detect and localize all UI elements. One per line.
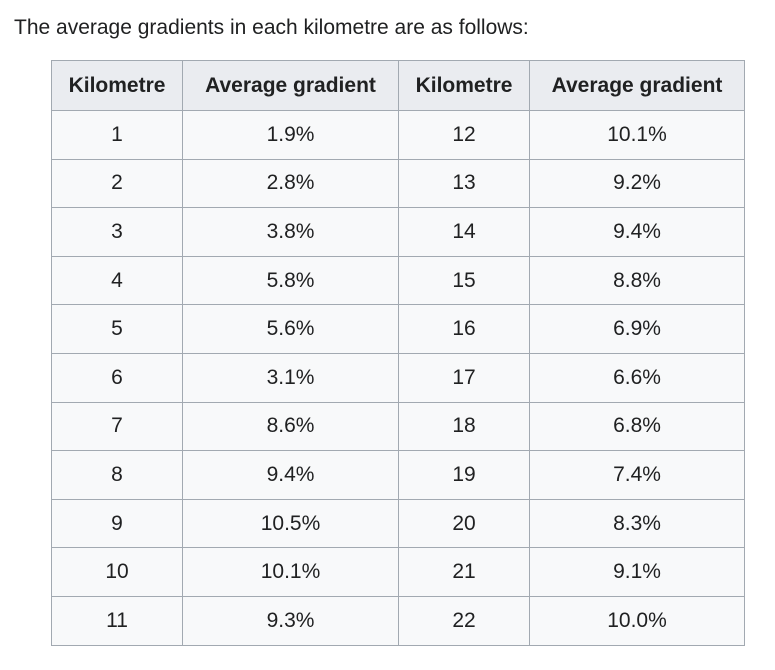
cell-kilometre: 1 [51, 110, 183, 160]
cell-average-gradient: 8.6% [182, 401, 399, 452]
cell-average-gradient: 3.8% [182, 207, 399, 257]
cell-kilometre: 4 [51, 255, 183, 306]
cell-average-gradient: 10.0% [529, 595, 745, 646]
cell-average-gradient: 5.8% [182, 255, 399, 306]
cell-average-gradient: 6.9% [529, 304, 745, 354]
cell-kilometre: 6 [51, 352, 183, 403]
table-row: 4 5.8% 15 8.8% [51, 255, 745, 306]
cell-kilometre: 19 [398, 450, 530, 500]
table-row: 1 1.9% 12 10.1% [51, 110, 745, 160]
table-row: 9 10.5% 20 8.3% [51, 498, 745, 549]
cell-kilometre: 8 [51, 450, 183, 500]
header-average-gradient: Average gradient [182, 60, 399, 111]
cell-kilometre: 15 [398, 255, 530, 306]
cell-average-gradient: 10.5% [182, 498, 399, 549]
table-row: 11 9.3% 22 10.0% [51, 595, 745, 646]
table-row: 6 3.1% 17 6.6% [51, 352, 745, 403]
cell-kilometre: 16 [398, 304, 530, 354]
cell-kilometre: 20 [398, 498, 530, 549]
intro-text: The average gradients in each kilometre … [14, 16, 529, 39]
header-average-gradient: Average gradient [529, 60, 745, 111]
table-row: 8 9.4% 19 7.4% [51, 450, 745, 500]
cell-average-gradient: 10.1% [182, 547, 399, 597]
cell-average-gradient: 7.4% [529, 450, 745, 500]
cell-kilometre: 2 [51, 158, 183, 209]
cell-average-gradient: 9.4% [529, 207, 745, 257]
cell-kilometre: 22 [398, 595, 530, 646]
gradient-table: Kilometre Average gradient Kilometre Ave… [51, 60, 745, 646]
cell-average-gradient: 1.9% [182, 110, 399, 160]
cell-average-gradient: 8.8% [529, 255, 745, 306]
cell-average-gradient: 9.1% [529, 547, 745, 597]
cell-kilometre: 14 [398, 207, 530, 257]
cell-kilometre: 9 [51, 498, 183, 549]
table-row: 7 8.6% 18 6.8% [51, 401, 745, 452]
cell-average-gradient: 10.1% [529, 110, 745, 160]
cell-average-gradient: 9.2% [529, 158, 745, 209]
cell-average-gradient: 3.1% [182, 352, 399, 403]
cell-average-gradient: 9.3% [182, 595, 399, 646]
cell-kilometre: 5 [51, 304, 183, 354]
cell-kilometre: 7 [51, 401, 183, 452]
cell-average-gradient: 9.4% [182, 450, 399, 500]
cell-average-gradient: 2.8% [182, 158, 399, 209]
cell-kilometre: 10 [51, 547, 183, 597]
cell-average-gradient: 6.6% [529, 352, 745, 403]
cell-kilometre: 12 [398, 110, 530, 160]
cell-average-gradient: 5.6% [182, 304, 399, 354]
table-row: 2 2.8% 13 9.2% [51, 158, 745, 209]
cell-kilometre: 3 [51, 207, 183, 257]
table-body: 1 1.9% 12 10.1% 2 2.8% 13 9.2% 3 3.8% 14 9.4% 4 5.8% 1… [51, 110, 745, 646]
header-kilometre: Kilometre [398, 60, 530, 111]
cell-kilometre: 21 [398, 547, 530, 597]
table-header-row: Kilometre Average gradient Kilometre Ave… [51, 60, 745, 111]
cell-kilometre: 18 [398, 401, 530, 452]
cell-average-gradient: 8.3% [529, 498, 745, 549]
cell-kilometre: 17 [398, 352, 530, 403]
table-row: 5 5.6% 16 6.9% [51, 304, 745, 354]
cell-kilometre: 11 [51, 595, 183, 646]
cell-average-gradient: 6.8% [529, 401, 745, 452]
header-kilometre: Kilometre [51, 60, 183, 111]
table-row: 3 3.8% 14 9.4% [51, 207, 745, 257]
table-row: 10 10.1% 21 9.1% [51, 547, 745, 597]
cell-kilometre: 13 [398, 158, 530, 209]
